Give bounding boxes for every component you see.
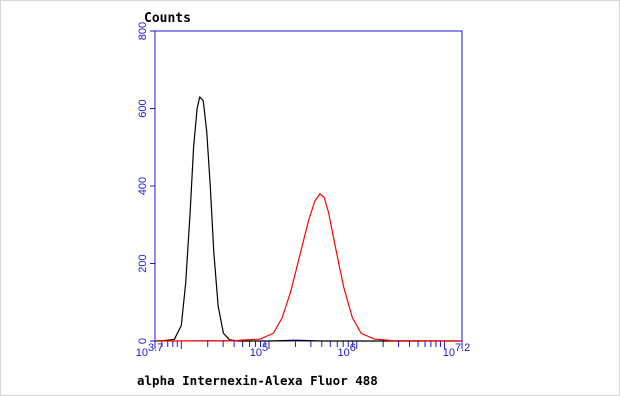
y-tick-label: 800 (137, 22, 149, 40)
x-tick-label-base: 10 (250, 347, 262, 359)
x-axis: 10 3.7 10 5 10 6 10 7.2 (136, 341, 470, 359)
x-axis-title: alpha Internexin-Alexa Fluor 488 (137, 373, 378, 388)
y-tick-label: 400 (137, 177, 149, 195)
x-tick-label-exponent: 5 (262, 342, 268, 354)
series-black-line (154, 96, 462, 342)
series-red-line (154, 193, 463, 342)
x-tick-label-base: 10 (337, 347, 349, 359)
x-tick-label-exponent: 7.2 (455, 342, 470, 354)
y-axis: 0 200 400 600 800 (137, 22, 155, 344)
y-tick-label: 600 (137, 99, 149, 117)
y-tick-label: 200 (137, 254, 149, 272)
chart-title: Counts (144, 11, 191, 26)
x-tick-label-base: 10 (136, 347, 148, 359)
x-tick-label-exponent: 6 (350, 342, 356, 354)
x-tick-label-exponent: 3.7 (148, 342, 163, 354)
y-tick-label: 0 (137, 338, 149, 344)
plot-area (154, 30, 463, 342)
series-layer (154, 96, 463, 342)
x-tick-label-base: 10 (443, 347, 455, 359)
